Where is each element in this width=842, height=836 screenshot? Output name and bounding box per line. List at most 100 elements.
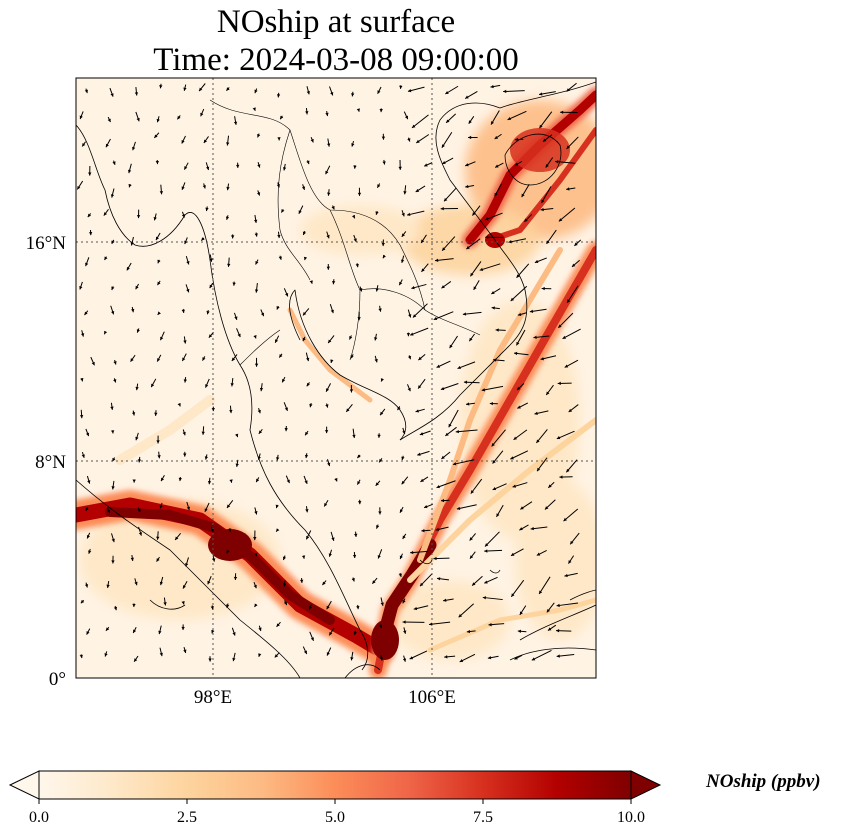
wind-arrow-head	[327, 143, 331, 147]
wind-arrow	[411, 114, 429, 129]
wind-arrow-head	[324, 430, 329, 434]
wind-arrow-head	[542, 138, 547, 142]
wind-arrow-head	[227, 263, 231, 267]
wind-arrow-head	[281, 209, 285, 213]
lat-tick-16n: 16°N	[26, 233, 67, 254]
wind-arrow-head	[350, 657, 354, 661]
wind-arrow-head	[154, 412, 158, 416]
wind-arrow-head	[556, 603, 560, 608]
wind-arrow-head	[183, 649, 187, 653]
wind-arrow-head	[379, 657, 384, 661]
wind-arrow-head	[515, 162, 519, 166]
wind-arrow-head	[485, 217, 489, 221]
wind-arrow-head	[156, 118, 160, 123]
wind-arrow-head	[105, 143, 109, 148]
wind-arrow-head	[257, 133, 261, 138]
wind-arrow-head	[402, 620, 406, 624]
wind-arrow-head	[536, 439, 540, 443]
wind-arrow-head	[254, 363, 259, 367]
wind-arrow-head	[520, 506, 524, 510]
wind-arrow-head	[377, 184, 381, 188]
wind-arrow-head	[353, 238, 357, 242]
wind-arrow-head	[462, 312, 467, 316]
wind-arrow-head	[491, 443, 495, 447]
wind-arrow-head	[357, 192, 362, 196]
wind-arrow	[482, 596, 503, 601]
wind-vectors	[76, 82, 582, 663]
lon-tick-106e: 106°E	[408, 687, 456, 708]
wind-arrow-head	[472, 582, 476, 586]
wind-arrow-head	[183, 453, 187, 457]
wind-arrow	[433, 311, 454, 321]
wind-arrow-head	[531, 657, 536, 661]
wind-arrow-head	[306, 357, 310, 362]
wind-arrow-head	[491, 306, 495, 310]
wind-arrow-head	[132, 603, 136, 607]
wind-arrow-head	[134, 658, 138, 662]
wind-arrow-head	[514, 656, 518, 660]
wind-arrow-head	[128, 183, 132, 188]
wind-arrow-head	[305, 111, 309, 115]
wind-arrow-head	[351, 577, 355, 582]
wind-arrow-head	[331, 537, 335, 541]
wind-arrow-head	[493, 358, 497, 362]
wind-arrow-head	[110, 93, 114, 97]
wind-arrow	[479, 263, 501, 271]
wind-arrow-head	[79, 654, 83, 659]
wind-arrow-head	[233, 576, 238, 581]
wind-arrow-head	[252, 107, 256, 111]
wind-arrow-head	[466, 245, 470, 250]
wind-arrow	[555, 161, 576, 164]
wind-arrow-head	[256, 192, 261, 196]
wind-arrow-head	[130, 557, 134, 561]
wind-arrow-head	[354, 533, 358, 537]
wind-arrow-head	[155, 236, 159, 241]
wind-arrow-head	[107, 118, 111, 123]
wind-arrow-head	[232, 657, 236, 662]
wind-arrow-head	[113, 361, 117, 365]
wind-arrow-head	[310, 138, 314, 143]
wind-arrow-head	[402, 430, 406, 435]
wind-arrow-head	[126, 266, 130, 271]
wind-arrow-head	[111, 240, 115, 244]
wind-arrow-head	[286, 479, 290, 484]
wind-arrow-head	[306, 160, 310, 165]
wind-arrow-head	[443, 598, 447, 602]
wind-arrow	[428, 621, 451, 625]
wind-arrow-head	[159, 504, 163, 509]
wind-arrow-head	[415, 409, 419, 413]
wind-arrow-head	[375, 288, 379, 292]
wind-arrow-head	[418, 385, 422, 389]
wind-arrow-head	[421, 268, 425, 272]
wind-arrow-head	[113, 606, 118, 611]
wind-arrow-head	[110, 194, 115, 198]
wind-arrow-head	[231, 357, 236, 361]
wind-arrow-head	[258, 430, 263, 434]
wind-arrow-head	[326, 388, 330, 392]
wind-arrow-head	[566, 187, 570, 191]
wind-arrow-head	[407, 138, 411, 142]
wind-arrow-head	[556, 629, 560, 633]
wind-arrow-head	[372, 580, 376, 584]
wind-arrow-head	[374, 337, 378, 341]
wind-arrow	[462, 311, 482, 315]
wind-arrow-head	[407, 212, 411, 217]
wind-arrow-head	[503, 89, 507, 94]
wind-arrow-head	[429, 622, 433, 626]
wind-arrow-head	[103, 212, 107, 216]
wind-arrow-head	[134, 92, 139, 96]
wind-arrow-head	[305, 509, 309, 513]
wind-arrow-head	[135, 436, 139, 441]
wind-arrow	[481, 385, 504, 391]
wind-arrow-head	[415, 188, 420, 192]
wind-arrow-head	[226, 549, 230, 554]
wind-arrow-head	[557, 381, 561, 386]
wind-arrow-head	[399, 555, 403, 560]
wind-arrow-head	[466, 402, 470, 406]
wind-arrow	[434, 258, 454, 262]
wind-arrow-head	[524, 218, 528, 222]
wind-arrow-head	[556, 436, 561, 440]
wind-arrow-head	[211, 629, 215, 634]
wind-arrow	[556, 430, 575, 440]
wind-arrow-head	[469, 337, 473, 342]
